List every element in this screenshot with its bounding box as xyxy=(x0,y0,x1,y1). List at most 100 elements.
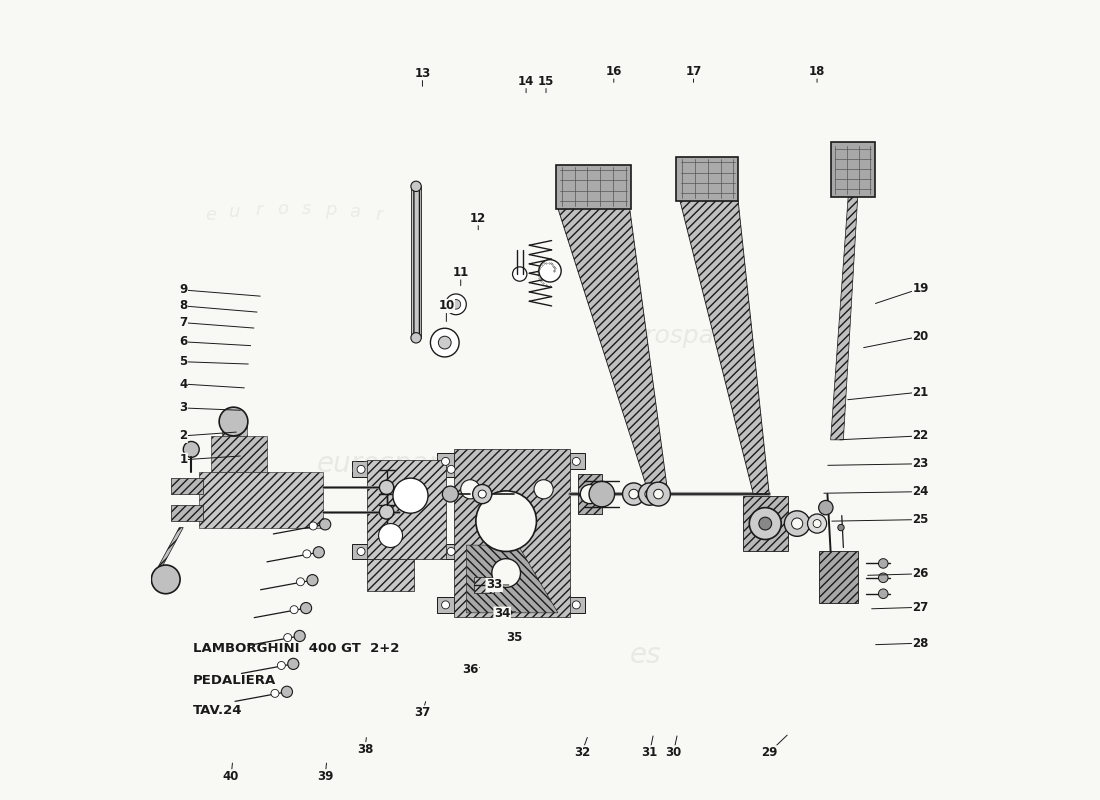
Text: eurospar: eurospar xyxy=(317,450,440,478)
Polygon shape xyxy=(578,474,602,514)
Circle shape xyxy=(300,602,311,614)
Text: 36: 36 xyxy=(462,663,478,676)
Circle shape xyxy=(309,522,317,530)
Circle shape xyxy=(379,505,394,519)
Polygon shape xyxy=(411,186,421,338)
Text: es: es xyxy=(630,641,661,669)
Circle shape xyxy=(492,558,520,587)
Text: 3: 3 xyxy=(179,402,187,414)
Circle shape xyxy=(448,466,455,474)
Text: 11: 11 xyxy=(452,266,469,279)
Text: 25: 25 xyxy=(913,513,928,526)
Text: 30: 30 xyxy=(666,746,682,759)
Circle shape xyxy=(277,662,285,670)
Bar xyxy=(352,543,370,559)
Circle shape xyxy=(294,630,306,642)
Text: r: r xyxy=(255,201,263,219)
Bar xyxy=(437,454,454,470)
Circle shape xyxy=(535,480,553,499)
Circle shape xyxy=(441,601,450,609)
Text: 26: 26 xyxy=(913,567,928,580)
Text: 33: 33 xyxy=(486,578,503,591)
Text: 37: 37 xyxy=(415,706,430,719)
Circle shape xyxy=(288,658,299,670)
Bar xyxy=(556,165,631,209)
Text: 40: 40 xyxy=(223,770,240,782)
Circle shape xyxy=(818,501,833,515)
Text: 13: 13 xyxy=(415,66,430,80)
Circle shape xyxy=(378,523,403,547)
Circle shape xyxy=(653,490,663,499)
Circle shape xyxy=(451,299,461,309)
Text: 10: 10 xyxy=(438,299,454,313)
Bar xyxy=(830,142,876,197)
Text: 19: 19 xyxy=(913,282,928,295)
Text: 9: 9 xyxy=(179,283,187,297)
Polygon shape xyxy=(466,545,558,613)
Text: 22: 22 xyxy=(913,430,928,442)
Circle shape xyxy=(439,336,451,349)
Polygon shape xyxy=(830,197,858,440)
Polygon shape xyxy=(222,422,248,436)
Polygon shape xyxy=(211,436,267,472)
Bar xyxy=(442,462,460,478)
Circle shape xyxy=(572,458,581,466)
Circle shape xyxy=(282,686,293,698)
Text: 24: 24 xyxy=(913,485,928,498)
Text: LAMBORGHINI  400 GT  2+2: LAMBORGHINI 400 GT 2+2 xyxy=(192,642,399,655)
Text: 17: 17 xyxy=(685,65,702,78)
Text: 15: 15 xyxy=(538,74,554,88)
Text: 18: 18 xyxy=(808,65,825,78)
Polygon shape xyxy=(742,496,788,551)
Bar xyxy=(568,597,585,613)
Circle shape xyxy=(629,490,638,499)
Text: 5: 5 xyxy=(179,355,187,368)
Text: 38: 38 xyxy=(356,742,373,756)
Circle shape xyxy=(539,260,561,282)
Text: 16: 16 xyxy=(606,65,621,78)
Circle shape xyxy=(792,518,803,529)
Circle shape xyxy=(448,547,455,555)
Bar xyxy=(568,454,585,470)
Text: PEDALIERA: PEDALIERA xyxy=(192,674,276,687)
Polygon shape xyxy=(172,478,204,494)
Circle shape xyxy=(879,573,888,582)
Circle shape xyxy=(623,483,645,506)
Text: u: u xyxy=(230,203,241,221)
Circle shape xyxy=(307,574,318,586)
Circle shape xyxy=(442,486,459,502)
Circle shape xyxy=(184,442,199,458)
Bar xyxy=(352,462,370,478)
Circle shape xyxy=(590,482,615,507)
Circle shape xyxy=(411,181,421,191)
Circle shape xyxy=(638,483,661,506)
Text: 34: 34 xyxy=(494,607,510,620)
Polygon shape xyxy=(172,506,204,521)
Text: 6: 6 xyxy=(179,335,187,348)
Circle shape xyxy=(759,517,771,530)
Circle shape xyxy=(302,550,311,558)
Text: 32: 32 xyxy=(574,746,590,759)
Text: e: e xyxy=(206,206,217,224)
Text: 39: 39 xyxy=(317,770,333,782)
Circle shape xyxy=(393,478,428,514)
Text: s: s xyxy=(302,200,311,218)
Text: eurospar: eurospar xyxy=(614,324,725,348)
Text: 12: 12 xyxy=(470,212,486,225)
Circle shape xyxy=(446,294,466,314)
Bar xyxy=(442,543,460,559)
Circle shape xyxy=(879,589,888,598)
Circle shape xyxy=(441,458,450,466)
Text: 8: 8 xyxy=(179,299,187,313)
Circle shape xyxy=(513,267,527,282)
Circle shape xyxy=(284,634,292,642)
Polygon shape xyxy=(558,209,668,494)
Circle shape xyxy=(358,466,365,474)
Text: o: o xyxy=(277,200,288,218)
Circle shape xyxy=(473,485,492,504)
Circle shape xyxy=(461,480,480,499)
Polygon shape xyxy=(152,527,184,579)
Text: 1: 1 xyxy=(179,454,187,466)
Circle shape xyxy=(271,690,279,698)
Polygon shape xyxy=(366,460,447,559)
